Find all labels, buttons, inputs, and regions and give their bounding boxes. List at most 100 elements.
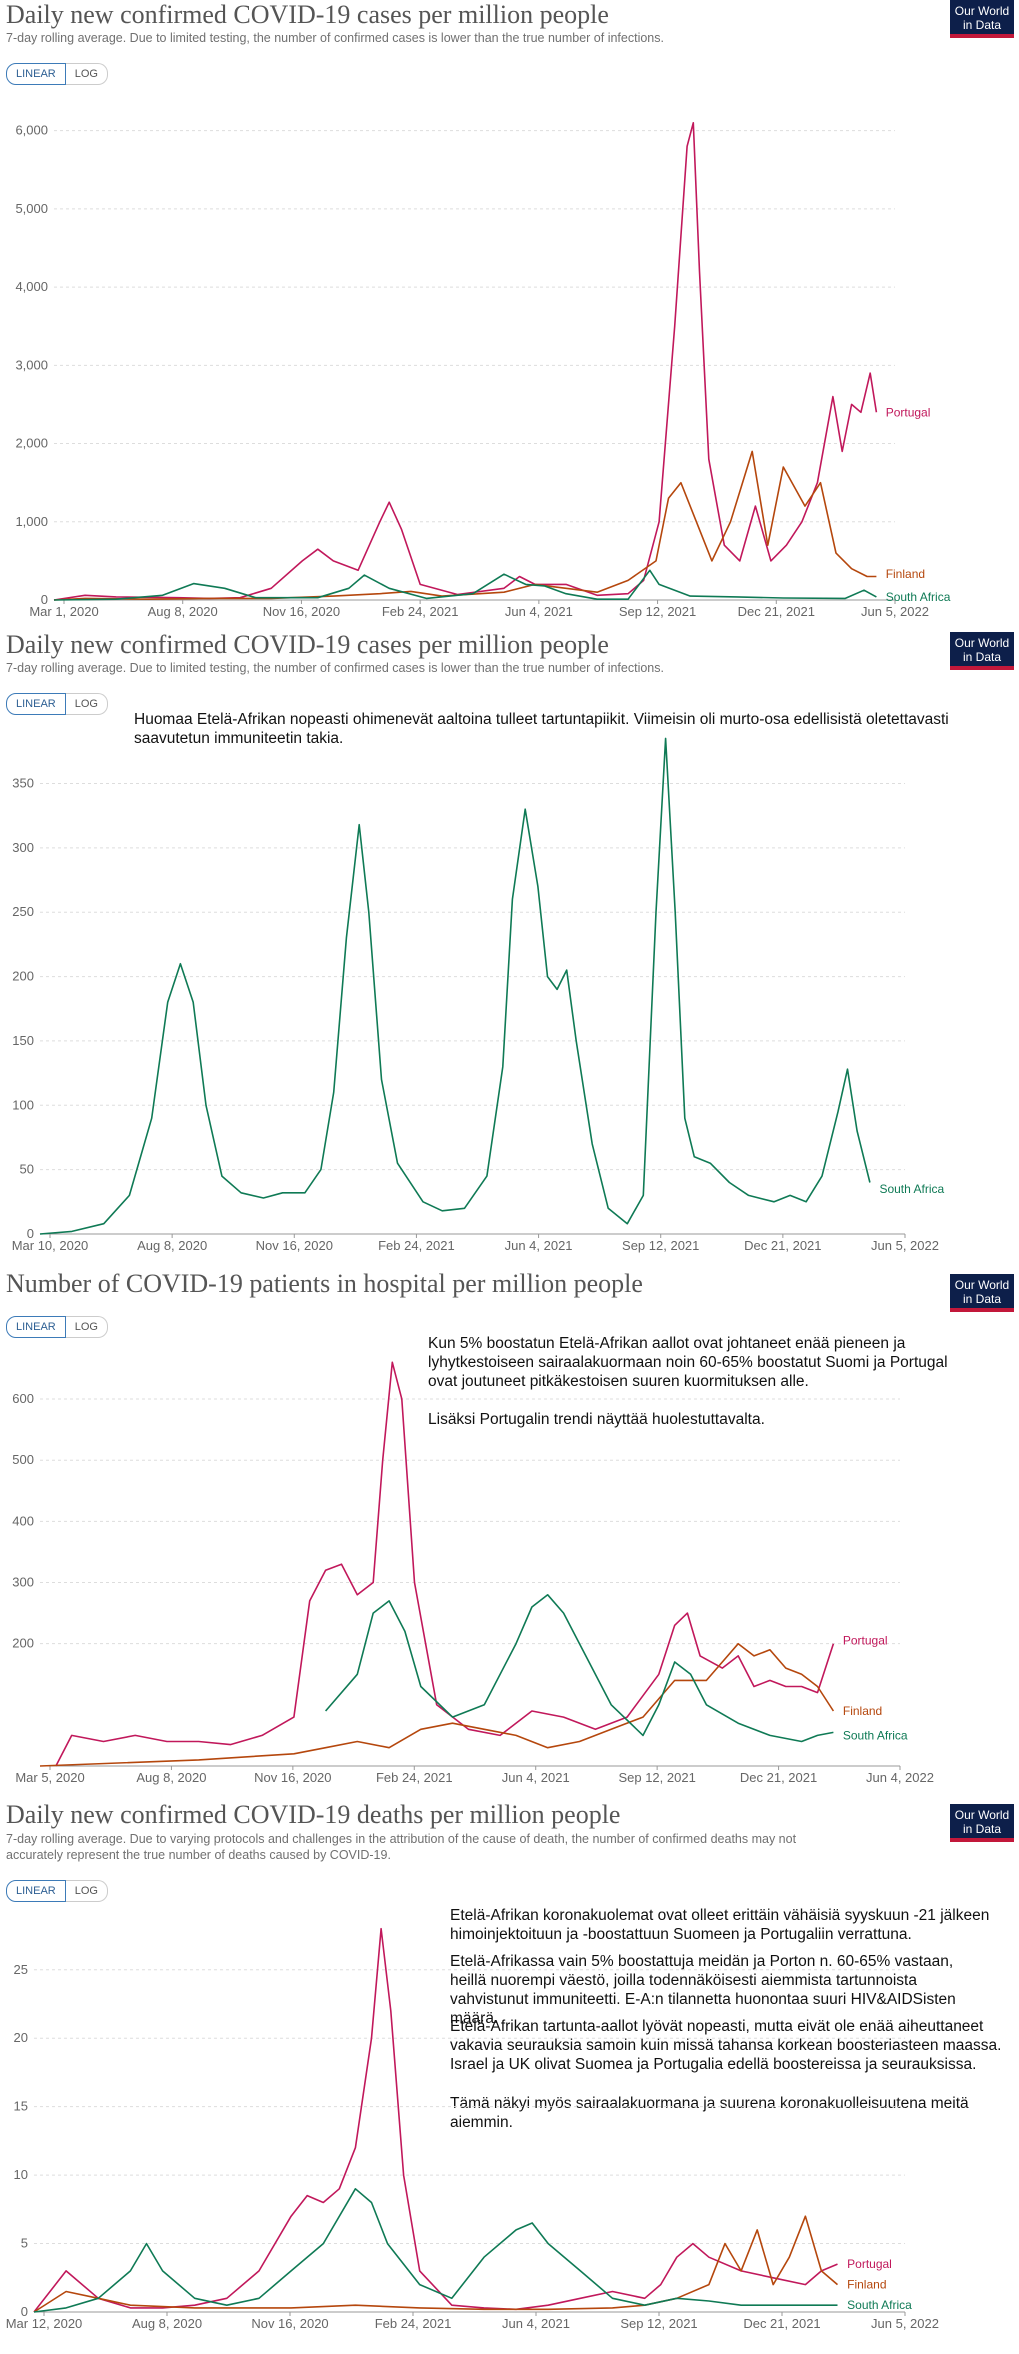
y-tick-label: 200 [12,1636,34,1651]
x-tick-label: Nov 16, 2020 [256,1238,333,1253]
logo-line-2: in Data [962,1822,1002,1836]
linear-button[interactable]: LINEAR [6,1880,66,1902]
y-tick-label: 1,000 [15,514,48,529]
series-line-finland [39,1642,835,1767]
annotation-note-1: Etelä-Afrikan koronakuolemat ovat olleet… [450,1907,990,1943]
x-tick-label: Dec 21, 2021 [744,1238,821,1253]
logo-line-1: Our World [954,4,1010,18]
logo-line-2: in Data [962,1292,1002,1306]
scale-toggle: LINEAR LOG [6,63,108,85]
y-tick-label: 0 [41,592,48,607]
scale-toggle: LINEAR LOG [6,693,108,715]
series-line-south-africa [33,2188,838,2313]
y-tick-label: 5,000 [15,201,48,216]
x-tick-label: Aug 8, 2020 [136,1770,206,1785]
annotation-note: Huomaa Etelä-Afrikan nopeasti ohimenevät… [134,711,949,747]
x-tick-label: Jun 4, 2021 [505,604,573,619]
y-tick-label: 300 [12,1575,34,1590]
logo-line-1: Our World [954,1808,1010,1822]
chart-3: 200 300 400 500 600 Mar 5, 2020 Aug 8, 2020 Nov… [12,1361,934,1785]
logo-line-2: in Data [962,650,1002,664]
x-tick-label: Jun 5, 2022 [871,2316,939,2331]
y-tick-label: 600 [12,1391,34,1406]
y-tick-label: 300 [12,840,34,855]
panel-cases-south-africa: Daily new confirmed COVID-19 cases per m… [0,624,1019,1264]
x-tick-label: Feb 24, 2021 [382,604,459,619]
y-tick-label: 6,000 [15,123,48,138]
y-tick-label: 3,000 [15,357,48,372]
annotation-note-4: Tämä näkyi myös sairaalakuormana ja suur… [450,2095,969,2131]
x-tick-label: Dec 21, 2021 [738,604,815,619]
x-tick-label: Jun 5, 2022 [871,1238,939,1253]
x-tick-label: Dec 21, 2021 [743,2316,820,2331]
series-label: South Africa [879,1182,944,1196]
panel-deaths: Daily new confirmed COVID-19 deaths per … [0,1800,1019,2354]
y-tick-label: 0 [21,2304,28,2319]
linear-button[interactable]: LINEAR [6,63,66,85]
y-tick-label: 20 [14,2030,28,2045]
chart-2: 0 50 100 150 200 250 300 350 Mar 10, 2020 Aug 8, … [12,737,944,1253]
x-tick-label: Sep 12, 2021 [619,604,696,619]
panel-hospital: Number of COVID-19 patients in hospital … [0,1264,1019,1800]
owid-logo: Our World in Data [950,1804,1014,1842]
log-button[interactable]: LOG [65,63,108,85]
series-label: South Africa [847,2298,912,2312]
x-tick-label: Jun 4, 2021 [505,1238,573,1253]
series-line-south-africa [53,569,877,601]
x-tick-label: Jun 4, 2022 [866,1770,934,1785]
x-tick-label: Feb 24, 2021 [375,2316,452,2331]
panel-cases-three-countries: Daily new confirmed COVID-19 cases per m… [0,0,1019,642]
x-tick-label: Mar 5, 2020 [15,1770,84,1785]
y-tick-label: 100 [12,1097,34,1112]
series-label: Portugal [847,2257,892,2271]
chart-subtitle: 7-day rolling average. Due to limited te… [6,661,664,675]
x-tick-label: Nov 16, 2020 [263,604,340,619]
y-tick-label: 2,000 [15,436,48,451]
x-tick-label: Mar 1, 2020 [29,604,98,619]
log-button[interactable]: LOG [65,1880,108,1902]
series-line-south-africa [324,1594,834,1743]
x-tick-label: Mar 10, 2020 [12,1238,89,1253]
linear-button[interactable]: LINEAR [6,693,66,715]
chart-title: Daily new confirmed COVID-19 cases per m… [6,630,609,659]
annotation-note-3: Etelä-Afrikan tartunta-aallot lyövät nop… [450,2018,1002,2073]
chart-1: 0 1,000 2,000 3,000 4,000 5,000 6,000 Mar 1, 20… [15,122,951,619]
logo-line-2: in Data [962,18,1002,32]
log-button[interactable]: LOG [65,693,108,715]
y-tick-label: 15 [14,2099,28,2114]
owid-logo: Our World in Data [950,1274,1014,1312]
chart-subtitle-2: accurately represent the true number of … [6,1848,391,1862]
x-tick-label: Aug 8, 2020 [137,1238,207,1253]
y-tick-label: 50 [20,1162,34,1177]
y-tick-label: 200 [12,969,34,984]
y-tick-label: 400 [12,1513,34,1528]
log-button[interactable]: LOG [65,1316,108,1338]
x-tick-label: Feb 24, 2021 [378,1238,455,1253]
linear-button[interactable]: LINEAR [6,1316,66,1338]
owid-logo: Our World in Data [950,0,1014,38]
y-tick-label: 500 [12,1452,34,1467]
x-tick-label: Aug 8, 2020 [148,604,218,619]
y-tick-label: 10 [14,2167,28,2182]
series-line-south-africa [39,737,871,1235]
series-line-portugal [53,122,878,601]
y-tick-label: 4,000 [15,279,48,294]
owid-logo: Our World in Data [950,632,1014,670]
x-tick-label: Nov 16, 2020 [251,2316,328,2331]
chart-4: 0 5 10 15 20 25 Mar 12, 2020 Aug 8, 2020 Nov 16,… [6,1927,939,2331]
annotation-note-2: Etelä-Afrikassa vain 5% boostattuja meid… [450,1953,956,2027]
series-label: Finland [843,1704,882,1718]
y-tick-label: 150 [12,1033,34,1048]
series-line-finland [53,450,877,601]
x-tick-label: Sep 12, 2021 [618,1770,695,1785]
series-label: South Africa [886,590,951,604]
chart-subtitle-1: 7-day rolling average. Due to varying pr… [6,1832,797,1846]
series-label: Finland [847,2278,886,2292]
x-tick-label: Jun 4, 2021 [502,2316,570,2331]
chart-title: Number of COVID-19 patients in hospital … [6,1269,643,1298]
y-tick-label: 350 [12,775,34,790]
scale-toggle: LINEAR LOG [6,1316,108,1338]
series-label: Finland [886,567,925,581]
x-tick-label: Mar 12, 2020 [6,2316,83,2331]
x-tick-label: Nov 16, 2020 [254,1770,331,1785]
